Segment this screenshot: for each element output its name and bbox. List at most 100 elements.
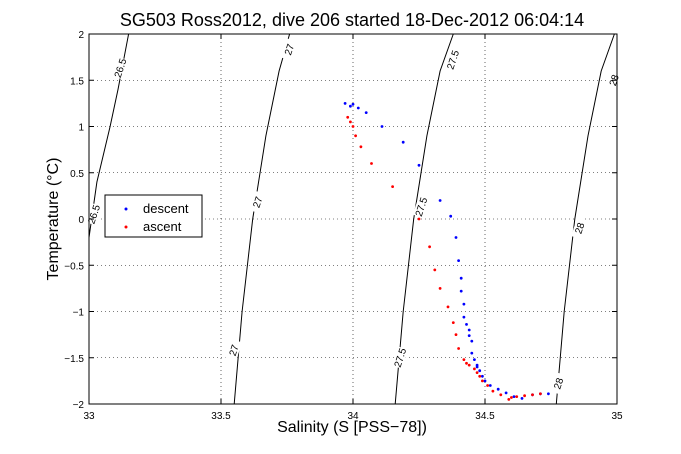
point-descent: [504, 391, 508, 395]
x-axis-ticks: 33 33.5 34 34.5 35: [83, 34, 623, 422]
contour-label: 28: [574, 221, 588, 235]
contour-label: 28: [552, 376, 566, 390]
point-descent: [349, 104, 352, 108]
point-ascent: [462, 358, 466, 361]
point-descent: [481, 374, 484, 378]
contour-label-bg: [111, 56, 129, 80]
point-descent: [465, 323, 468, 326]
point-ascent: [473, 367, 476, 371]
contour-label-bg: [391, 346, 409, 369]
point-descent: [467, 334, 471, 337]
point-ascent: [531, 393, 534, 397]
point-ascent: [428, 245, 431, 249]
contour-label-bg: [85, 203, 103, 226]
point-ascent: [354, 134, 357, 138]
contour-label: 27: [283, 42, 297, 56]
point-descent: [462, 302, 466, 306]
point-ascent: [486, 384, 489, 387]
point-descent: [475, 365, 479, 369]
point-ascent: [454, 333, 458, 336]
chart-title: SG503 Ross2012, dive 206 started 18-Dec-…: [120, 10, 584, 30]
point-descent: [473, 358, 476, 361]
point-descent: [457, 259, 460, 262]
contour-label-bg: [571, 216, 588, 240]
y-tick-label: 1.5: [70, 76, 84, 87]
point-descent: [459, 276, 463, 280]
point-descent: [380, 125, 384, 128]
contour-label-bg: [550, 372, 567, 395]
contour-label-bg: [249, 190, 266, 214]
point-ascent: [467, 363, 471, 367]
y-tick-label: 0.5: [70, 169, 84, 180]
point-ascent: [438, 287, 442, 290]
x-tick-label: 33.5: [211, 411, 231, 422]
point-ascent: [478, 374, 482, 378]
legend: descent ascent: [104, 194, 203, 238]
point-ascent: [457, 347, 460, 350]
point-descent: [512, 395, 516, 398]
legend-label-ascent: ascent: [143, 219, 182, 234]
point-ascent: [507, 398, 511, 401]
point-ascent: [349, 120, 352, 124]
point-ascent: [370, 162, 373, 165]
point-descent: [496, 387, 500, 391]
point-ascent: [346, 115, 350, 119]
point-ascent: [481, 379, 484, 383]
point-descent: [351, 102, 355, 106]
data-points: [343, 102, 550, 401]
point-descent: [459, 289, 463, 293]
point-descent: [470, 339, 474, 343]
contour-line: [394, 33, 454, 405]
contour-label-group: 27: [249, 190, 266, 214]
legend-box: [104, 194, 203, 238]
point-descent: [478, 369, 482, 373]
point-ascent: [539, 392, 542, 396]
x-axis-label: Salinity (S [PSS−78]): [277, 419, 427, 436]
point-descent: [449, 214, 453, 218]
contour-label-bg: [225, 339, 243, 362]
x-tick-label: 35: [611, 411, 623, 422]
point-ascent: [510, 396, 513, 399]
legend-label-descent: descent: [143, 201, 189, 216]
y-tick-label: 2: [78, 30, 84, 41]
y-tick-label: −1.5: [64, 354, 84, 365]
contour-label: 27: [228, 343, 242, 357]
gridlines: [89, 34, 617, 404]
contour-label-group: 27: [225, 339, 243, 362]
y-axis-ticks: −2 −1.5 −1 −0.5 0 0.5 1 1.5 2: [64, 30, 617, 411]
point-ascent: [433, 268, 437, 272]
point-ascent: [391, 185, 394, 189]
contour-label: 27: [252, 195, 266, 209]
contour-label-group: 27: [280, 38, 298, 61]
x-tick-label: 34.5: [475, 411, 495, 422]
y-tick-label: −0.5: [64, 261, 84, 272]
y-axis-label: Temperature (°C): [45, 158, 62, 281]
contour-label-group: 28: [571, 216, 588, 240]
point-descent: [520, 397, 524, 400]
contour-label-bg: [412, 195, 430, 219]
point-descent: [488, 384, 492, 387]
x-tick-label: 33: [83, 411, 95, 422]
point-ascent: [446, 305, 450, 309]
y-tick-label: 0: [78, 215, 84, 226]
point-descent: [462, 315, 466, 319]
point-ascent: [359, 145, 363, 149]
point-descent: [547, 392, 550, 396]
y-tick-label: 1: [78, 123, 84, 134]
point-ascent: [417, 217, 421, 221]
point-ascent: [465, 361, 468, 365]
point-descent: [467, 328, 471, 332]
point-ascent: [451, 321, 455, 324]
contour-label-bg: [444, 48, 462, 71]
contour-line: [555, 33, 615, 405]
point-ascent: [515, 395, 519, 398]
y-tick-label: −2: [73, 400, 85, 411]
point-descent: [454, 236, 458, 239]
y-tick-label: −1: [73, 308, 85, 319]
point-descent: [483, 379, 487, 383]
point-ascent: [523, 394, 526, 398]
point-descent: [438, 199, 442, 202]
point-descent: [470, 351, 474, 355]
